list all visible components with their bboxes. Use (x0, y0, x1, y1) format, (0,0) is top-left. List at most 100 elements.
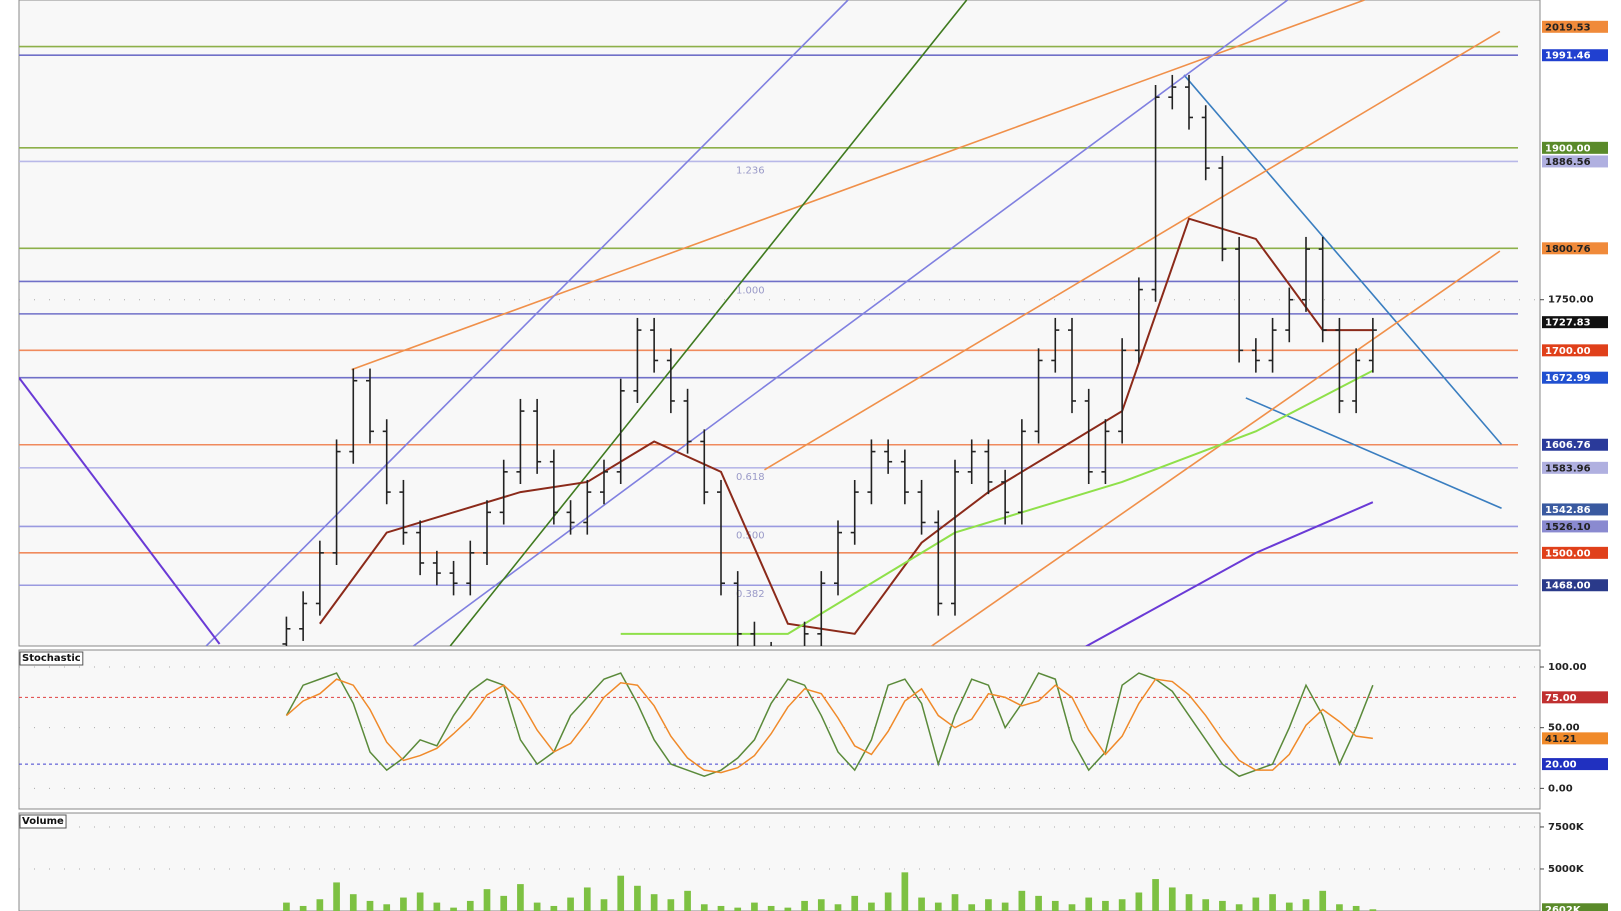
volume-bar (901, 872, 909, 911)
volume-bar (466, 900, 474, 911)
volume-bar (1185, 894, 1193, 911)
ohlc-bar (803, 621, 809, 646)
y-tick-label: 100.00 (1548, 662, 1587, 673)
ohlc-bar (717, 479, 725, 596)
ohlc-bar (817, 571, 826, 646)
volume-bar (801, 900, 808, 911)
price-label: 1886.56 (1545, 157, 1591, 168)
volume-bar (1269, 894, 1276, 911)
volume-bar (366, 900, 374, 911)
ohlc-bar (1134, 277, 1143, 363)
ohlc-bar (1251, 338, 1260, 373)
price-label: 1727.83 (1545, 318, 1591, 329)
price-label-box (1542, 20, 1608, 33)
volume-bar (1235, 904, 1243, 911)
fib-label: 0.382 (736, 589, 765, 600)
stochastic-plot (19, 666, 1540, 789)
ohlc-bar (432, 550, 441, 586)
volume-bar (283, 902, 290, 911)
ohlc-bar (299, 591, 308, 641)
ohlc-bar (1201, 105, 1210, 181)
volume-bar (650, 894, 658, 911)
price-label-box (1542, 520, 1608, 533)
ohlc-bar (1235, 236, 1244, 363)
volume-bar (416, 892, 424, 911)
ohlc-bar (499, 459, 508, 525)
ohlc-bar (516, 398, 525, 484)
price-panel (18, 0, 1541, 647)
ohlc-bar (282, 616, 291, 646)
volume-bar (1168, 887, 1176, 911)
volume-bar (1085, 897, 1093, 911)
volume-bar (1302, 899, 1310, 911)
ohlc-bar (1302, 236, 1310, 312)
volume-bar (884, 892, 892, 911)
moving-average (319, 217, 1373, 635)
price-label-box (1542, 579, 1608, 592)
volume-bar (717, 905, 725, 911)
ohlc-bar (834, 520, 842, 596)
trend-line (1245, 397, 1502, 510)
ohlc-bar (366, 368, 374, 444)
volume-bar (1035, 895, 1042, 911)
price-label-box (1542, 49, 1608, 62)
volume-bar (517, 884, 524, 911)
fib-label: 0.618 (736, 472, 765, 483)
trend-line (931, 250, 1501, 646)
ohlc-bar (867, 439, 876, 505)
price-label: 1700.00 (1545, 346, 1591, 357)
price-label-box (1542, 155, 1608, 168)
price-label: 1583.96 (1545, 463, 1591, 474)
volume-bar (316, 899, 324, 911)
ohlc-bar (583, 479, 592, 535)
trend-line (449, 0, 968, 646)
ohlc-bar (600, 459, 608, 505)
price-label-box (1542, 903, 1608, 911)
y-tick-label: 1750.00 (1548, 295, 1594, 306)
price-label: 1900.00 (1545, 143, 1591, 154)
ohlc-bar (1101, 419, 1110, 484)
ohlc-bar (1352, 348, 1361, 414)
volume-bar (433, 902, 441, 911)
moving-average (1084, 501, 1374, 646)
ohlc-bar (967, 439, 976, 484)
volume-bar (1018, 890, 1026, 911)
ohlc-bar (449, 560, 458, 596)
volume-bar (767, 905, 775, 911)
volume-bar (1352, 905, 1360, 911)
volume-bar (918, 897, 925, 911)
ohlc-bar (533, 398, 542, 474)
price-label: 75.00 (1545, 693, 1577, 704)
panel-title-box (19, 651, 84, 666)
stochastic-line (285, 672, 1374, 778)
ohlc-bar (1185, 74, 1193, 130)
ohlc-bar (1318, 236, 1327, 343)
volume-bar (784, 907, 792, 911)
y-tick-label: 50.00 (1548, 723, 1580, 734)
volume-bar (533, 902, 541, 911)
price-label-box (1542, 503, 1608, 516)
volume-bar (567, 897, 574, 911)
volume-bar (734, 907, 742, 911)
volume-bar (1118, 899, 1126, 911)
volume-bar (1001, 902, 1009, 911)
price-label-box (1542, 344, 1608, 357)
volume-bar (684, 890, 691, 911)
ohlc-bar (416, 520, 425, 576)
volume-bar (968, 904, 976, 911)
ohlc-bar (399, 479, 408, 545)
ohlc-bar (1034, 348, 1043, 444)
ohlc-bar (332, 439, 341, 565)
volume-bar (1336, 904, 1343, 911)
ohlc-bar (666, 348, 675, 414)
ohlc-bar (1084, 388, 1093, 484)
volume-panel (18, 812, 1541, 911)
volume-bar (550, 905, 558, 911)
ohlc-bar (315, 540, 324, 616)
volume-bar (1369, 909, 1377, 911)
ohlc-bar (466, 540, 475, 596)
ohlc-bar (1218, 155, 1227, 262)
price-label-box (1542, 438, 1608, 451)
volume-bar (500, 895, 508, 911)
